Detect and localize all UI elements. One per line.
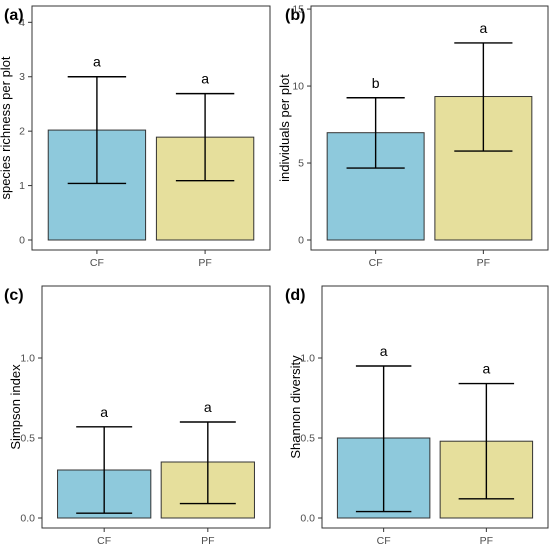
panel-label: (c) <box>4 287 24 304</box>
panel-frame <box>41 285 271 529</box>
x-tick-label-pf: PF <box>198 257 211 269</box>
significance-letter-pf: a <box>201 71 209 87</box>
significance-letter-pf: a <box>204 399 212 415</box>
panel-frame <box>321 285 549 529</box>
y-tick-label: 0 <box>298 235 304 247</box>
y-tick-label: 0.0 <box>300 513 315 525</box>
x-tick-label-cf: CF <box>97 535 111 547</box>
significance-letter-cf: b <box>372 75 380 91</box>
y-axis-title: species richness per plot <box>0 56 13 199</box>
panel-a: (a) a CF a PF 0 1 2 3 4 species richness per plot <box>0 5 271 269</box>
y-tick-label: 0.0 <box>20 513 35 525</box>
y-tick-label: 5 <box>298 158 304 170</box>
bar-pf <box>434 96 533 241</box>
y-tick-label: 0.5 <box>20 433 35 445</box>
significance-letter-cf: a <box>380 343 388 359</box>
x-tick-label-pf: PF <box>480 535 493 547</box>
panel-frame <box>310 5 549 251</box>
panel-label: (b) <box>285 7 305 24</box>
x-tick-label-pf: PF <box>201 535 214 547</box>
y-axis-title: Simpson index <box>8 364 23 450</box>
y-tick-label: 1.0 <box>20 353 35 365</box>
x-tick-label-pf: PF <box>477 257 490 269</box>
significance-letter-cf: a <box>93 54 101 70</box>
bar-cf <box>47 129 147 241</box>
y-tick-label: 15 <box>292 4 304 16</box>
x-tick-label-cf: CF <box>369 257 383 269</box>
significance-letter-cf: a <box>100 404 108 420</box>
y-tick-label: 0.5 <box>300 433 315 445</box>
y-tick-label: 4 <box>19 17 25 29</box>
y-axis-title: individuals per plot <box>277 74 292 182</box>
panel-frame <box>31 5 271 251</box>
panel-label: (d) <box>285 287 305 304</box>
y-tick-label: 3 <box>19 71 25 83</box>
x-tick-label-cf: CF <box>90 257 104 269</box>
y-tick-label: 2 <box>19 126 25 138</box>
y-tick-label: 0 <box>19 235 25 247</box>
y-tick-label: 1.0 <box>300 353 315 365</box>
y-tick-label: 1 <box>19 180 25 192</box>
y-axis-title: Shannon diversity <box>288 355 303 459</box>
significance-letter-pf: a <box>482 361 490 377</box>
panel-label: (a) <box>4 7 24 24</box>
x-tick-label-cf: CF <box>377 535 391 547</box>
significance-letter-pf: a <box>479 20 487 36</box>
y-tick-label: 10 <box>292 81 304 93</box>
panel-b: (b) b CF a PF 0 5 10 15 individuals per plot <box>277 4 549 269</box>
